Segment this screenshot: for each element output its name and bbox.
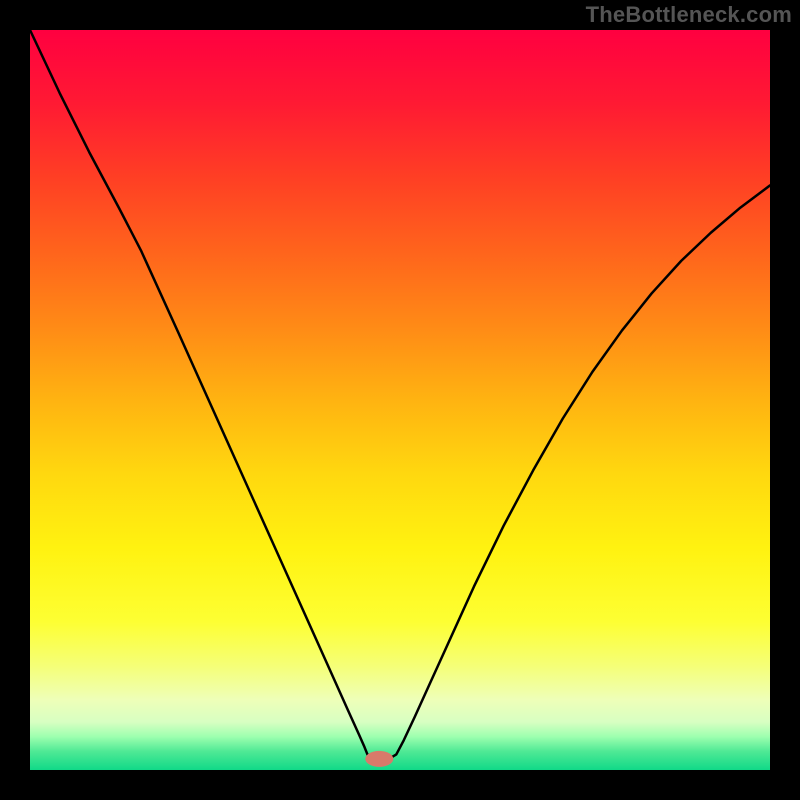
optimum-marker	[365, 751, 393, 767]
watermark-text: TheBottleneck.com	[586, 2, 792, 28]
plot-background	[30, 30, 770, 770]
chart-frame: TheBottleneck.com	[0, 0, 800, 800]
bottleneck-chart	[30, 30, 770, 770]
